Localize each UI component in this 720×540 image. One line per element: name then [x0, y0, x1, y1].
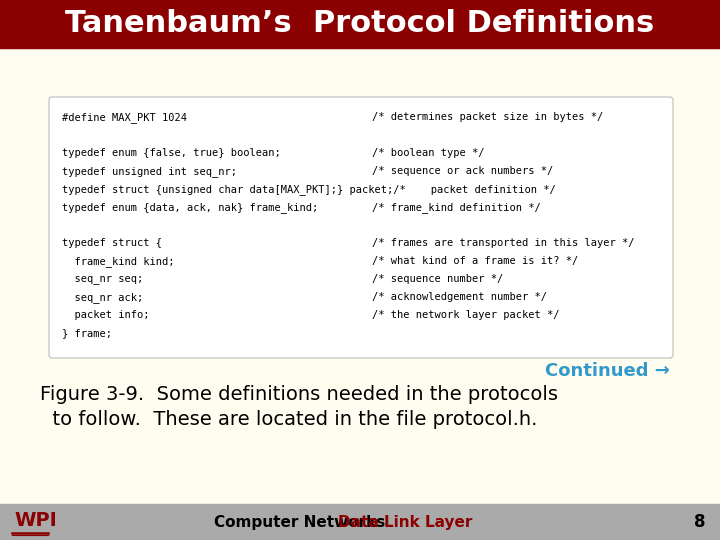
Text: typedef struct {: typedef struct {: [62, 238, 162, 248]
Text: typedef struct {unsigned char data[MAX_PKT];} packet;/*    packet definition */: typedef struct {unsigned char data[MAX_P…: [62, 184, 556, 195]
Text: Tanenbaum’s  Protocol Definitions: Tanenbaum’s Protocol Definitions: [66, 10, 654, 38]
Text: seq_nr ack;: seq_nr ack;: [62, 292, 143, 303]
Text: /* acknowledgement number */: /* acknowledgement number */: [372, 292, 547, 302]
Text: typedef enum {data, ack, nak} frame_kind;: typedef enum {data, ack, nak} frame_kind…: [62, 202, 318, 213]
Text: typedef unsigned int seq_nr;: typedef unsigned int seq_nr;: [62, 166, 237, 177]
Text: /* sequence or ack numbers */: /* sequence or ack numbers */: [372, 166, 553, 176]
Text: /* determines packet size in bytes */: /* determines packet size in bytes */: [372, 112, 603, 122]
Text: frame_kind kind;: frame_kind kind;: [62, 256, 174, 267]
Text: Figure 3-9.  Some definitions needed in the protocols: Figure 3-9. Some definitions needed in t…: [40, 385, 558, 404]
Text: Continued →: Continued →: [545, 362, 670, 380]
Text: /* the network layer packet */: /* the network layer packet */: [372, 310, 559, 320]
Text: } frame;: } frame;: [62, 328, 112, 338]
Text: Computer Networks: Computer Networks: [215, 515, 386, 530]
Text: seq_nr seq;: seq_nr seq;: [62, 274, 143, 284]
Text: /* frame_kind definition */: /* frame_kind definition */: [372, 202, 541, 213]
Text: WPI: WPI: [14, 510, 57, 530]
Text: packet info;: packet info;: [62, 310, 150, 320]
FancyBboxPatch shape: [49, 97, 673, 358]
Text: Data Link Layer: Data Link Layer: [338, 515, 472, 530]
Bar: [0, 504, 720, 540]
Text: /* what kind of a frame is it? */: /* what kind of a frame is it? */: [372, 256, 578, 266]
Bar: [0, 0, 720, 48]
Text: /* boolean type */: /* boolean type */: [372, 148, 485, 158]
Text: /* sequence number */: /* sequence number */: [372, 274, 503, 284]
Text: #define MAX_PKT 1024: #define MAX_PKT 1024: [62, 112, 187, 123]
Text: 8: 8: [694, 513, 706, 531]
Text: typedef enum {false, true} boolean;: typedef enum {false, true} boolean;: [62, 148, 281, 158]
Text: /* frames are transported in this layer */: /* frames are transported in this layer …: [372, 238, 634, 248]
Text: to follow.  These are located in the file protocol.h.: to follow. These are located in the file…: [40, 410, 537, 429]
